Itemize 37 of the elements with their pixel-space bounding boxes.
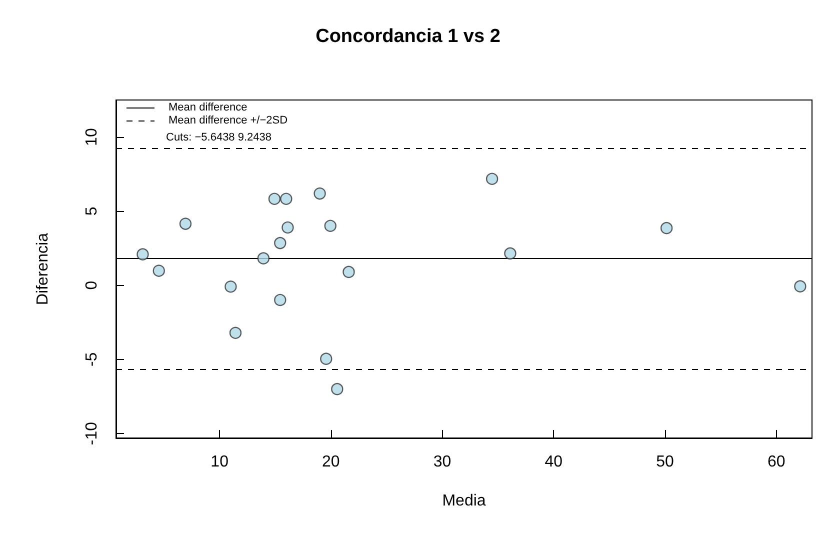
point — [324, 220, 336, 232]
chart-title: Concordancia 1 vs 2 — [316, 26, 500, 47]
point — [152, 264, 165, 277]
point — [314, 187, 326, 200]
x-tick-label: 20 — [322, 454, 340, 470]
x-axis-title: Media — [442, 492, 486, 510]
point — [179, 218, 192, 230]
y-tick-label: -10 — [84, 422, 100, 446]
x-tick-label: 50 — [656, 454, 674, 470]
point — [268, 192, 281, 205]
point — [331, 382, 344, 396]
y-tick-label: 0 — [84, 280, 100, 290]
point — [320, 352, 332, 365]
y-tick-label: 10 — [84, 128, 100, 146]
x-tick-label: 40 — [544, 454, 563, 470]
point — [274, 294, 286, 306]
x-tick-label: 60 — [767, 454, 786, 470]
legend-label: Mean difference — [168, 102, 248, 114]
point — [280, 192, 292, 205]
y-tick-label: -5 — [84, 352, 100, 367]
y-axis-title: Diferencia — [34, 232, 52, 306]
point — [504, 247, 516, 260]
point — [257, 252, 270, 264]
y-tick-label: 5 — [84, 206, 100, 216]
point — [274, 236, 286, 250]
point — [342, 266, 355, 278]
point — [282, 221, 294, 234]
annotation: Cuts: −5.6438 9.2438 — [166, 132, 272, 144]
point — [136, 248, 149, 260]
legend-label: Mean difference +/−2SD — [168, 114, 288, 126]
point — [660, 222, 673, 234]
x-tick-label: 10 — [210, 454, 229, 470]
point — [486, 172, 498, 185]
point — [224, 280, 237, 293]
point — [229, 326, 242, 339]
point — [794, 280, 806, 292]
x-tick-label: 30 — [433, 454, 452, 470]
